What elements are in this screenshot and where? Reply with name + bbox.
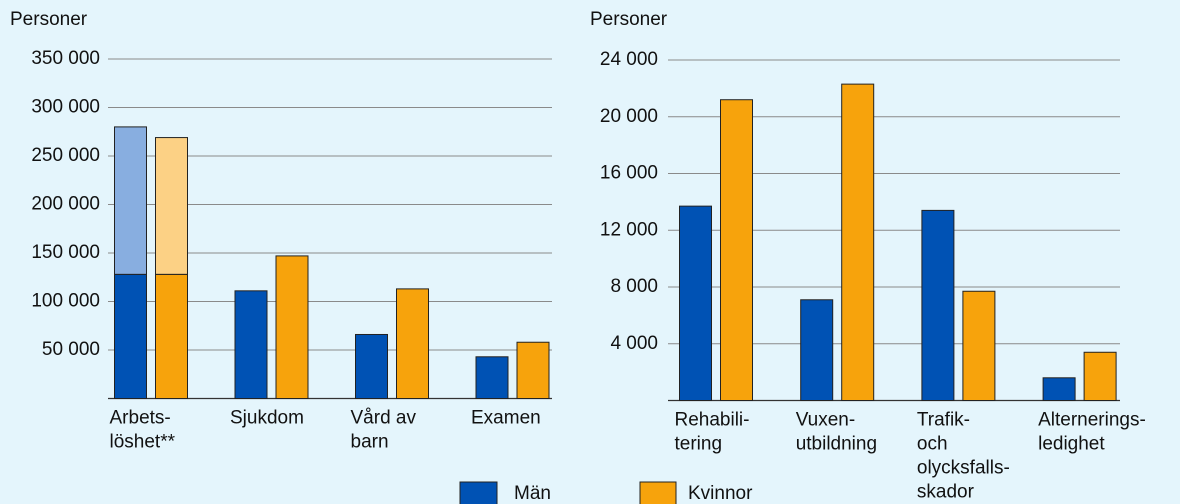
bar — [800, 299, 834, 401]
x-tick-label: Vård av — [351, 408, 417, 429]
y-tick-label: 20 000 — [600, 106, 658, 127]
y-tick-label: 24 000 — [600, 49, 658, 70]
y-tick-label: 300 000 — [31, 97, 100, 118]
y-axis-label: Personer — [10, 9, 88, 30]
x-tick-label: Trafik- — [917, 410, 970, 431]
y-tick-label: 8 000 — [610, 276, 658, 297]
x-tick-label: och — [917, 434, 948, 455]
bar — [275, 255, 309, 399]
bar — [962, 290, 996, 402]
stacked-bar — [155, 137, 188, 275]
x-tick-label: ledighet — [1038, 434, 1105, 455]
x-tick-label: Arbets- — [110, 408, 171, 429]
y-axis-label: Personer — [590, 9, 668, 30]
x-tick-label: Sjukdom — [230, 408, 304, 429]
y-tick-label: 12 000 — [600, 219, 658, 240]
stacked-bar — [114, 126, 147, 275]
x-tick-label: Vuxen- — [796, 410, 856, 431]
bar — [114, 273, 147, 399]
y-tick-label: 200 000 — [31, 194, 100, 215]
y-tick-label: 50 000 — [42, 339, 100, 360]
bar — [516, 341, 550, 399]
bar — [841, 83, 875, 402]
x-tick-label: Examen — [471, 408, 541, 429]
bar — [1083, 351, 1117, 402]
x-tick-label: barn — [351, 432, 389, 453]
x-tick-label: skador — [917, 482, 975, 503]
x-tick-label: Rehabili- — [675, 410, 750, 431]
legend-label: Kvinnor — [688, 483, 753, 504]
bar — [720, 99, 753, 401]
bar — [355, 333, 388, 400]
legend-label: Män — [514, 483, 551, 504]
x-tick-label: utbildning — [796, 434, 877, 455]
x-tick-label: olycksfalls- — [917, 458, 1010, 479]
y-tick-label: 4 000 — [610, 333, 658, 354]
bar — [475, 356, 509, 400]
x-tick-label: löshet** — [110, 432, 176, 453]
legend-swatch — [639, 481, 677, 504]
bar — [234, 290, 268, 399]
bar — [155, 273, 188, 399]
bar — [396, 288, 429, 400]
x-tick-label: tering — [675, 434, 723, 455]
bar — [921, 209, 955, 401]
bar — [679, 205, 712, 401]
y-tick-label: 250 000 — [31, 145, 100, 166]
x-tick-label: Alternerings- — [1038, 410, 1146, 431]
y-tick-label: 100 000 — [31, 291, 100, 312]
bar — [1042, 377, 1076, 401]
y-tick-label: 150 000 — [31, 242, 100, 263]
legend-swatch — [459, 481, 498, 504]
y-tick-label: 350 000 — [31, 48, 100, 69]
y-tick-label: 16 000 — [600, 163, 658, 184]
